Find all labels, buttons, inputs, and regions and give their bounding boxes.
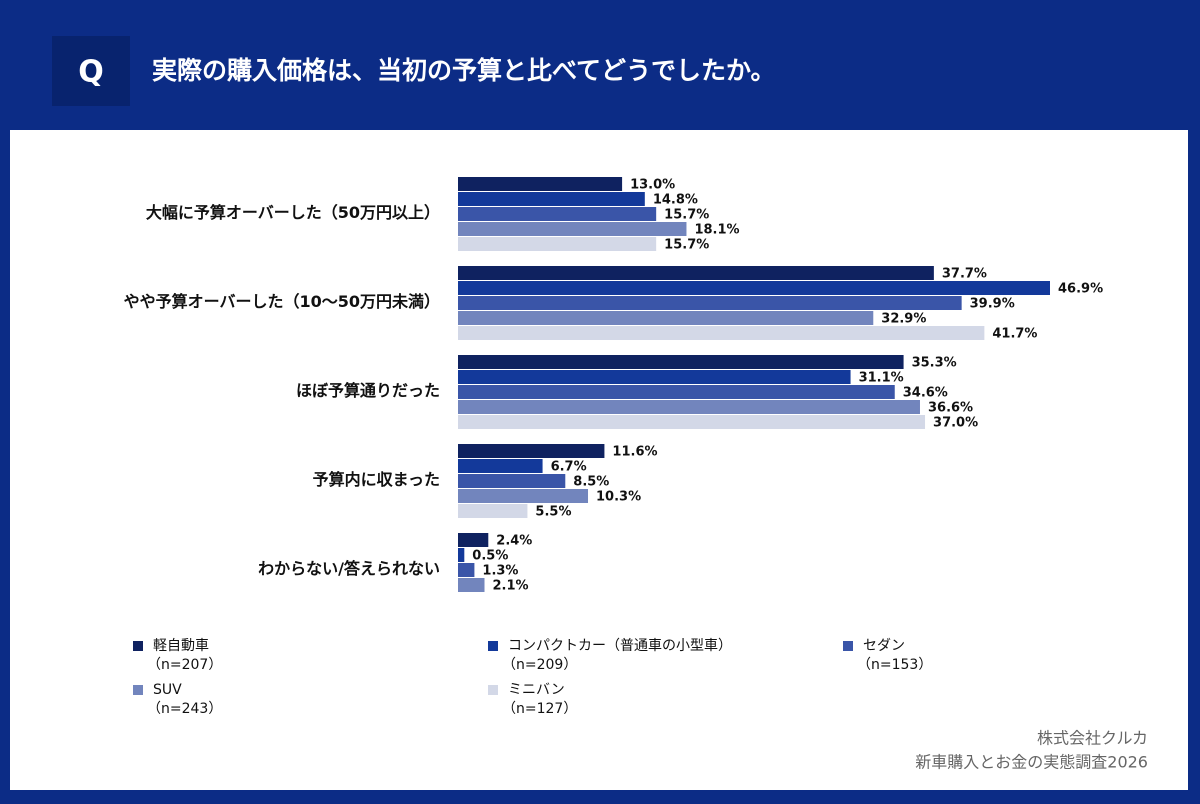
value-label: 8.5% — [573, 475, 609, 490]
bar — [458, 326, 985, 340]
value-label: 18.1% — [694, 223, 739, 238]
bar — [458, 266, 934, 280]
bar — [458, 459, 543, 473]
bar — [458, 177, 623, 191]
legend-swatch — [488, 641, 498, 651]
legend-label: セダン — [863, 638, 905, 654]
bar — [458, 489, 589, 503]
legend-label: SUV — [153, 682, 182, 698]
value-label: 37.0% — [933, 416, 978, 431]
category-label: やや予算オーバーした（10〜50万円未満） — [124, 292, 440, 311]
chart-title: 実際の購入価格は、当初の予算と比べてどうでしたか。 — [152, 56, 776, 85]
value-label: 2.4% — [496, 534, 532, 549]
bar — [458, 563, 475, 577]
footer-company: 株式会社クルカ — [1037, 729, 1148, 748]
bar — [458, 355, 904, 369]
bar — [458, 222, 687, 236]
value-label: 0.5% — [472, 549, 508, 564]
footer-survey: 新車購入とお金の実態調査2026 — [915, 753, 1148, 772]
bar — [458, 281, 1050, 295]
bar — [458, 385, 895, 399]
value-label: 15.7% — [664, 238, 709, 253]
value-label: 5.5% — [535, 505, 571, 520]
value-label: 15.7% — [664, 208, 709, 223]
legend-sample: （n=207） — [147, 657, 222, 673]
bar — [458, 415, 926, 429]
category-label: わからない/答えられない — [258, 559, 440, 578]
bar — [458, 237, 657, 251]
value-label: 14.8% — [653, 193, 698, 208]
legend-swatch — [488, 685, 498, 695]
badge: Q — [78, 55, 104, 90]
bar — [458, 400, 920, 414]
value-label: 37.7% — [942, 267, 987, 282]
bar — [458, 444, 605, 458]
value-label: 32.9% — [881, 312, 926, 327]
bar — [458, 207, 657, 221]
legend-label: ミニバン — [508, 682, 565, 698]
value-label: 41.7% — [992, 327, 1037, 342]
value-label: 1.3% — [482, 564, 518, 579]
value-label: 11.6% — [612, 445, 657, 460]
bar — [458, 296, 962, 310]
badge-box — [52, 36, 130, 106]
legend-sample: （n=127） — [502, 701, 577, 717]
bar — [458, 192, 645, 206]
legend-swatch — [843, 641, 853, 651]
category-label: 大幅に予算オーバーした（50万円以上） — [146, 203, 440, 222]
legend-sample: （n=243） — [147, 701, 222, 717]
legend-sample: （n=209） — [502, 657, 577, 673]
value-label: 35.3% — [912, 356, 957, 371]
bar — [458, 370, 851, 384]
value-label: 34.6% — [903, 386, 948, 401]
bar — [458, 578, 485, 592]
legend-label: 軽自動車 — [153, 637, 209, 654]
legend-label: コンパクトカー（普通車の小型車） — [508, 637, 732, 654]
value-label: 36.6% — [928, 401, 973, 416]
value-label: 10.3% — [596, 490, 641, 505]
legend-sample: （n=153） — [857, 657, 932, 673]
bar — [458, 504, 528, 518]
category-label: ほぼ予算通りだった — [296, 381, 440, 400]
bar — [458, 548, 465, 562]
value-label: 39.9% — [970, 297, 1015, 312]
value-label: 6.7% — [551, 460, 587, 475]
value-label: 31.1% — [859, 371, 904, 386]
legend-swatch — [133, 641, 143, 651]
value-label: 2.1% — [493, 579, 529, 594]
bar — [458, 311, 874, 325]
bar — [458, 474, 566, 488]
value-label: 13.0% — [630, 178, 675, 193]
value-label: 46.9% — [1058, 282, 1103, 297]
legend-swatch — [133, 685, 143, 695]
bar — [458, 533, 489, 547]
category-label: 予算内に収まった — [313, 470, 440, 489]
